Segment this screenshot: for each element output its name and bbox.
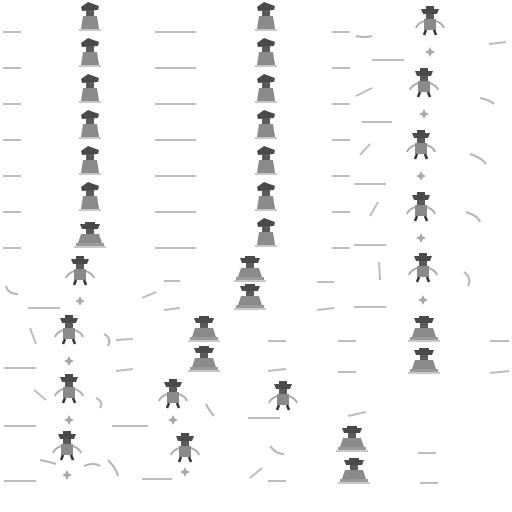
spark-sprite <box>425 47 435 57</box>
cowboy-sprite <box>188 316 220 342</box>
cowboy-sprite <box>234 256 266 282</box>
cowboy-sprite <box>255 2 277 31</box>
cowboy-sprite <box>408 348 440 374</box>
spark-sprite <box>416 171 426 181</box>
cowboy-sprite <box>267 379 299 412</box>
spark-sprite <box>64 356 74 366</box>
spark-sprite <box>168 415 178 425</box>
cowboy-sprite <box>79 146 101 175</box>
cowboy-sprite <box>338 458 370 484</box>
cowboy-sprite <box>234 284 266 310</box>
cowboy-sprite <box>188 346 220 372</box>
spark-sprite <box>62 470 72 480</box>
cowboy-sprite <box>53 313 85 346</box>
cowboy-sprite <box>79 38 101 67</box>
cowboy-sprite <box>336 426 368 452</box>
motion-streaks <box>3 31 510 484</box>
cowboy-sprite <box>255 182 277 211</box>
cowboy-sprite <box>408 316 440 342</box>
sprite-column-2 <box>234 2 277 310</box>
cowboy-sprite <box>169 431 201 464</box>
cowboy-sprite <box>407 251 439 284</box>
sprite-column-1 <box>51 2 106 480</box>
cowboy-sprite <box>255 218 277 247</box>
cowboy-sprite <box>79 2 101 31</box>
cowboy-sprite <box>79 182 101 211</box>
cowboy-sprite <box>64 254 96 287</box>
spark-sprite <box>419 109 429 119</box>
cowboy-sprite <box>74 222 106 248</box>
spark-sprite <box>180 467 190 477</box>
cowboy-sprite <box>53 372 85 405</box>
cowboy-sprite <box>255 74 277 103</box>
cowboy-sprite <box>157 377 189 410</box>
cowboy-sprite <box>255 146 277 175</box>
swing-arcs <box>5 35 495 477</box>
spark-sprite <box>418 295 428 305</box>
cowboy-sprite <box>408 66 440 99</box>
cowboy-sprite <box>79 110 101 139</box>
sprite-column-3 <box>405 4 446 374</box>
cowboy-sprite <box>405 128 437 161</box>
cowboy-sprite <box>255 38 277 67</box>
spark-sprite <box>416 233 426 243</box>
cowboy-sprite <box>255 110 277 139</box>
cowboy-sprite <box>414 4 446 37</box>
cowboy-sprite <box>405 190 437 223</box>
spark-sprite <box>64 415 74 425</box>
cowboy-sprite <box>79 74 101 103</box>
cowboy-sprite <box>51 429 83 462</box>
spark-sprite <box>75 296 85 306</box>
